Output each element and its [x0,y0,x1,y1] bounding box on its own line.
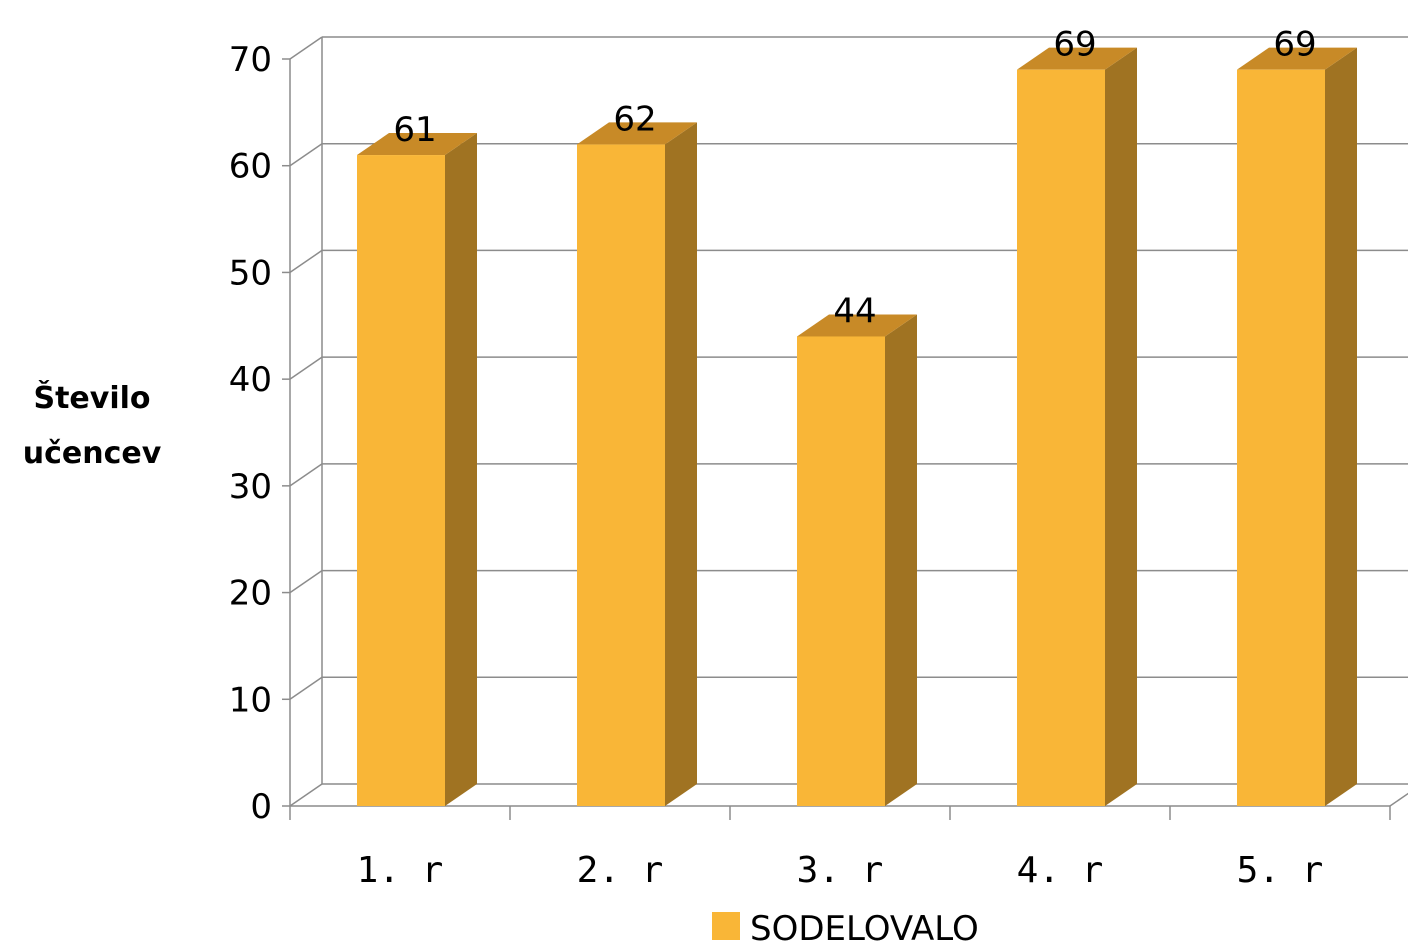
bar-front [797,336,885,806]
data-label: 62 [613,99,656,139]
bar-front [357,155,445,807]
data-label: 69 [1053,25,1096,65]
side-wall-line [289,249,323,274]
y-axis-label-line-2: učencev [23,436,162,471]
y-tick-label: 40 [229,360,272,400]
bar-top [1237,47,1357,70]
legend-label: SODELOVALO [750,909,979,947]
side-wall-line [289,463,323,487]
bar-top [797,314,917,337]
y-tick-label: 20 [229,574,272,614]
bar-side [885,314,917,806]
x-tick-label: 2. r [577,850,664,891]
y-tick-label: 10 [229,680,272,720]
bar-side [1105,47,1137,806]
bar-4 [1017,47,1137,806]
data-label: 44 [833,291,876,331]
bar-5 [1237,47,1357,806]
bar-1 [357,133,477,807]
side-wall-line [289,143,323,167]
x-tick-labels: 1. r 2. r 3. r 4. r 5. r [357,850,1324,891]
bar-2 [577,122,697,806]
legend-swatch [712,912,740,940]
x-tick-label: 3. r [797,850,884,891]
bar-top [577,122,697,145]
legend: SODELOVALO [712,909,979,947]
x-tick-label: 1. r [357,850,444,891]
bar-side [1325,47,1357,806]
y-tick-labels: 0 10 20 30 40 50 60 70 [229,40,272,827]
data-label: 69 [1273,25,1316,65]
y-tick-label: 60 [229,147,272,187]
y-tick-label: 30 [229,467,272,507]
bars [357,47,1357,807]
x-tick-label: 4. r [1017,850,1104,891]
x-tick-label: 5. r [1237,850,1324,891]
y-axis-label-line-1: Število [33,379,150,416]
y-tick-label: 50 [229,253,272,293]
bar-side [445,133,477,807]
bar-top [357,133,477,156]
side-wall-line [289,569,323,594]
bar-3 [797,314,917,806]
bar-front [1237,69,1325,806]
data-label: 61 [393,110,436,150]
side-wall-line [289,36,323,60]
side-wall-line [289,356,323,380]
data-labels: 61 62 44 69 69 [393,25,1316,332]
y-tick-label: 0 [250,787,272,827]
bar-front [1017,69,1105,806]
y-tick-label: 70 [229,40,272,80]
side-wall-line [289,676,323,700]
floor-right-edge [1389,792,1408,807]
side-wall-line [289,783,323,807]
bar-top [1017,47,1137,70]
bar-side [665,122,697,806]
bar-front [577,144,665,806]
